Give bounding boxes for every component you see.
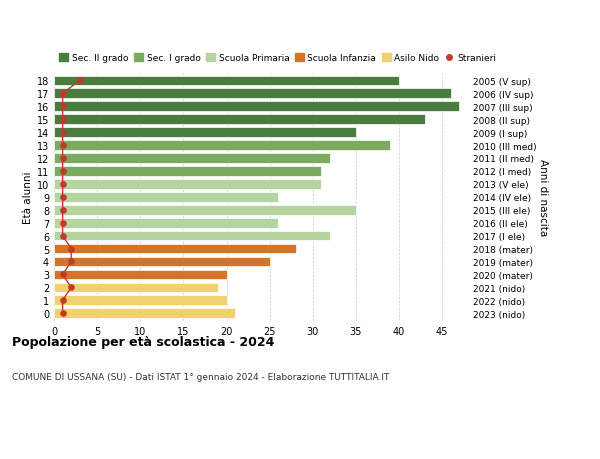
Bar (54, 115, 425, 125)
Bar (54, 154, 330, 163)
Point (58, 90, 67, 98)
Point (58, 181, 67, 188)
Bar (54, 76, 399, 86)
Point (58, 155, 67, 162)
Point (58, 116, 67, 123)
Bar (54, 257, 269, 267)
Point (67, 258, 76, 266)
Point (58, 219, 67, 227)
Bar (54, 179, 322, 189)
Text: Popolazione per età scolastica - 2024: Popolazione per età scolastica - 2024 (12, 335, 274, 348)
Point (58, 207, 67, 214)
Bar (54, 231, 330, 241)
Point (58, 129, 67, 136)
Point (58, 310, 67, 317)
Bar (54, 141, 391, 151)
Bar (54, 218, 278, 228)
Bar (54, 244, 296, 254)
Point (58, 271, 67, 279)
Y-axis label: Età alunni: Età alunni (23, 171, 32, 224)
Point (67, 245, 76, 252)
Bar (54, 167, 322, 176)
Legend: Sec. II grado, Sec. I grado, Scuola Primaria, Scuola Infanzia, Asilo Nido, Stran: Sec. II grado, Sec. I grado, Scuola Prim… (59, 53, 497, 64)
Bar (54, 283, 218, 292)
Bar (54, 296, 227, 306)
Bar (54, 89, 451, 99)
Text: COMUNE DI USSANA (SU) - Dati ISTAT 1° gennaio 2024 - Elaborazione TUTTITALIA.IT: COMUNE DI USSANA (SU) - Dati ISTAT 1° ge… (12, 372, 389, 381)
Point (58, 168, 67, 175)
Point (58, 142, 67, 150)
Point (58, 194, 67, 201)
Bar (54, 206, 356, 215)
Point (67, 284, 76, 291)
Point (58, 232, 67, 240)
Bar (54, 102, 460, 112)
Point (75, 78, 85, 85)
Bar (54, 309, 235, 319)
Point (58, 297, 67, 304)
Y-axis label: Anni di nascita: Anni di nascita (538, 159, 548, 236)
Point (58, 103, 67, 111)
Bar (54, 270, 227, 280)
Bar (54, 128, 356, 138)
Bar (54, 192, 278, 202)
